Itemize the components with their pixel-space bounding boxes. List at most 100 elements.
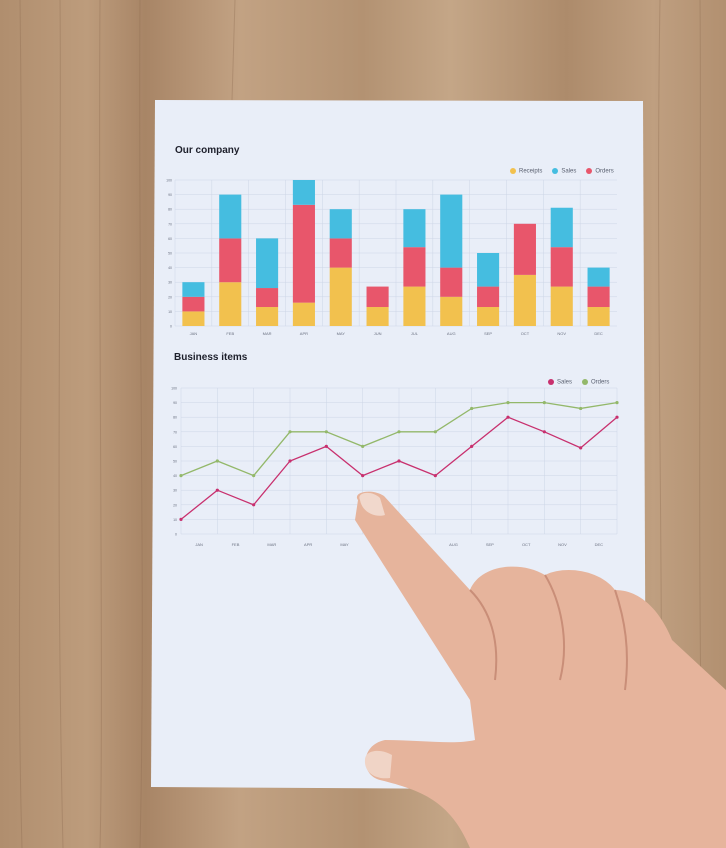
y-tick-label: 60 [173, 445, 177, 449]
point-orders [252, 474, 256, 478]
point-orders [615, 401, 619, 405]
legend-item-sales: Sales [552, 168, 576, 175]
line-chart: 0102030405060708090100JANFEBMARAPRMAYJUN… [171, 387, 619, 547]
bar-orders [256, 288, 279, 308]
x-tick-label: AUG [449, 542, 458, 547]
x-tick-label: FEB [232, 542, 240, 547]
y-tick-label: 70 [173, 430, 177, 434]
x-tick-label: OCT [521, 331, 530, 336]
bar-receipts [477, 307, 500, 326]
bar-sales [219, 194, 242, 239]
y-tick-label: 10 [173, 518, 177, 522]
x-tick-label: APR [304, 542, 312, 547]
line-chart-title: Business items [174, 352, 248, 363]
legend-label: Receipts [519, 168, 543, 175]
y-tick-label: 100 [166, 179, 172, 183]
legend-label: Orders [595, 168, 614, 175]
bar-orders [477, 286, 500, 308]
y-tick-label: 30 [168, 281, 172, 285]
point-orders [361, 444, 365, 448]
x-tick-label: SEP [486, 542, 494, 547]
bar-receipts [329, 267, 352, 326]
bar-receipts [219, 282, 242, 326]
point-orders [542, 401, 546, 405]
bar-sales [587, 267, 610, 287]
bar-receipts [587, 307, 610, 326]
y-tick-label: 60 [168, 237, 172, 241]
point-sales [579, 446, 583, 450]
point-sales [433, 474, 437, 478]
bar-receipts [366, 307, 389, 326]
point-orders [179, 474, 183, 478]
y-tick-label: 0 [170, 325, 172, 329]
point-orders [288, 430, 292, 434]
bar-orders [292, 204, 315, 303]
bar-orders [587, 286, 610, 308]
legend-item-orders: Orders [586, 168, 614, 175]
bar-orders [366, 286, 389, 308]
x-tick-label: JAN [195, 542, 203, 547]
bar-receipts [550, 286, 573, 326]
point-sales [542, 430, 546, 434]
point-sales [470, 444, 474, 448]
point-sales [215, 488, 219, 492]
bar-orders [440, 267, 463, 297]
point-sales [179, 517, 183, 522]
bar-receipts [256, 307, 279, 326]
point-sales [324, 444, 328, 448]
x-tick-label: FEB [226, 331, 234, 336]
bar-receipts [292, 302, 315, 326]
x-tick-label: JUL [411, 331, 419, 336]
point-orders [433, 430, 437, 434]
bar-sales [550, 207, 573, 248]
y-tick-label: 20 [168, 295, 172, 299]
bar-orders [550, 247, 573, 287]
point-orders [579, 406, 583, 411]
point-sales [397, 459, 401, 463]
x-tick-label: OCT [522, 542, 531, 547]
y-tick-label: 90 [168, 193, 172, 197]
x-tick-label: SEP [484, 331, 492, 336]
x-tick-label: MAR [267, 542, 276, 547]
bar-orders [403, 247, 426, 287]
point-orders [506, 401, 510, 405]
y-tick-label: 80 [168, 208, 172, 212]
x-tick-label: APR [300, 331, 308, 336]
point-sales [361, 474, 365, 478]
bar-sales [182, 282, 205, 297]
bar-sales [329, 209, 352, 239]
legend-item-receipts: Receipts [510, 168, 542, 175]
y-tick-label: 10 [168, 310, 172, 314]
y-tick-label: 30 [173, 489, 177, 493]
y-tick-label: 100 [171, 387, 177, 391]
bar-sales [292, 180, 315, 205]
bar-chart-legend: Receipts Sales Orders [510, 168, 614, 175]
y-tick-label: 90 [173, 401, 177, 405]
x-tick-label: DEC [595, 542, 604, 547]
x-tick-label: AUG [447, 331, 456, 336]
x-tick-label: NOV [558, 542, 567, 547]
y-tick-label: 50 [173, 460, 177, 464]
bar-sales [440, 194, 463, 268]
bar-sales [477, 253, 500, 287]
bar-receipts [440, 296, 463, 326]
bar-sales [256, 238, 279, 289]
hand [355, 491, 726, 848]
point-sales [615, 415, 619, 419]
legend-label: Sales [557, 379, 573, 386]
point-sales [252, 503, 256, 507]
point-sales [288, 459, 292, 463]
bar-sales [403, 209, 426, 248]
x-tick-label: MAR [263, 331, 272, 336]
bar-receipts [403, 286, 426, 326]
bar-receipts [513, 274, 536, 326]
x-tick-label: JUN [374, 331, 382, 336]
line-chart-legend: Sales Orders [548, 379, 609, 386]
legend-item-orders: Orders [582, 379, 609, 386]
point-sales [506, 415, 510, 419]
point-orders [470, 406, 474, 411]
bar-receipts [182, 311, 205, 326]
y-tick-label: 40 [173, 474, 177, 478]
point-orders [397, 430, 401, 434]
